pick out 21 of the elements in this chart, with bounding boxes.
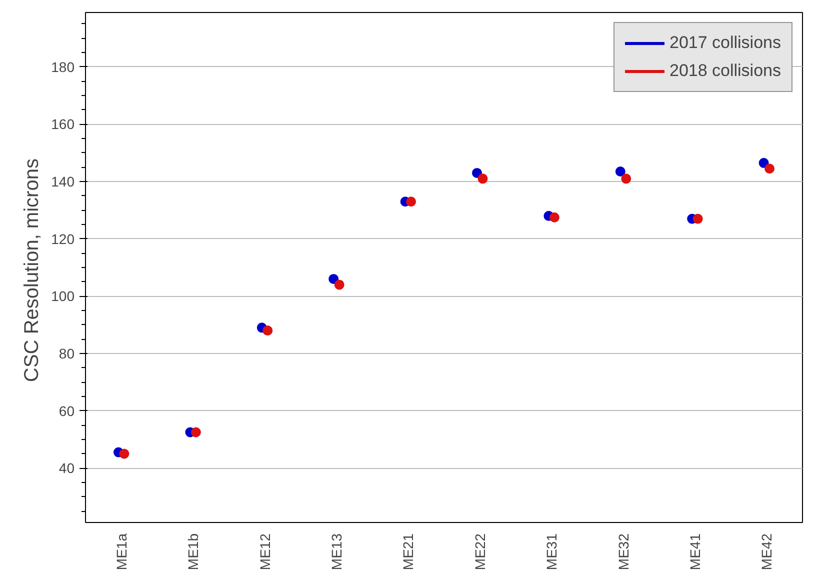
x-tick-label: ME41 bbox=[686, 533, 703, 570]
x-tick-label: ME1a bbox=[113, 533, 130, 570]
y-tick-label: 180 bbox=[51, 58, 75, 75]
y-tick-label: 120 bbox=[51, 230, 75, 247]
x-tick-label: ME1b bbox=[185, 533, 202, 570]
y-tick-label: 60 bbox=[58, 402, 75, 419]
y-axis-title: CSC Resolution, microns bbox=[21, 158, 44, 382]
x-tick-label: ME13 bbox=[328, 533, 344, 570]
y-tick-label: 100 bbox=[51, 288, 75, 304]
x-tick-label: ME22 bbox=[472, 533, 488, 570]
x-tick-label: ME21 bbox=[400, 533, 416, 570]
x-tick-label: ME31 bbox=[544, 533, 560, 570]
legend-label: 2018 collisions bbox=[669, 61, 781, 81]
y-tick-label: 40 bbox=[58, 460, 75, 476]
legend-label: 2017 collisions bbox=[669, 33, 781, 53]
x-tick-label: ME32 bbox=[615, 533, 632, 570]
y-tick-label: 160 bbox=[51, 116, 75, 132]
y-tick-label: 80 bbox=[58, 345, 75, 362]
x-tick-label: ME12 bbox=[256, 533, 273, 570]
x-tick-label: ME42 bbox=[758, 533, 775, 570]
y-tick-label: 140 bbox=[51, 174, 75, 190]
